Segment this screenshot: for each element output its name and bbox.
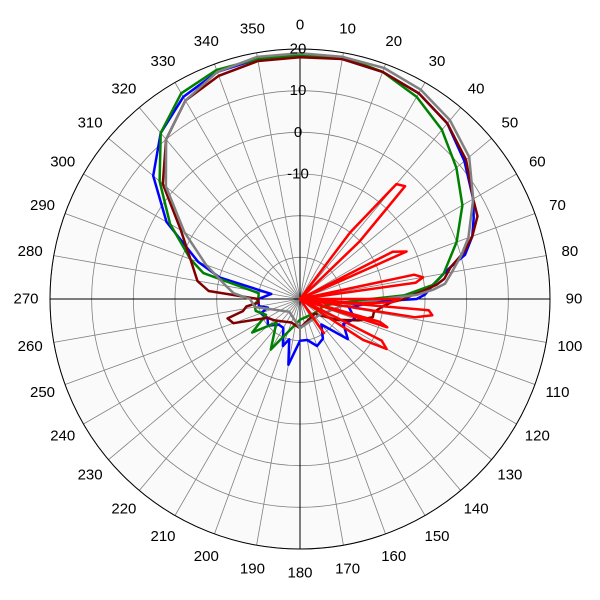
angular-tick-label: 330	[150, 53, 175, 70]
angular-tick-label: 80	[561, 243, 578, 260]
angular-gridline	[299, 298, 386, 535]
angular-gridline	[299, 107, 462, 300]
angular-tick-label: 10	[339, 21, 356, 38]
series-line-2	[158, 54, 464, 351]
angular-tick-label: 280	[18, 243, 43, 260]
angular-gridline	[214, 298, 301, 535]
angular-tick-label: 250	[30, 384, 55, 401]
angular-tick-label: 170	[335, 560, 360, 577]
angular-tick-label: 220	[111, 500, 136, 517]
angular-gridline	[299, 298, 536, 385]
angular-gridline	[256, 298, 301, 546]
angular-tick-label: 260	[18, 338, 43, 355]
radial-tick-label: 10	[290, 82, 307, 99]
angular-gridline	[214, 63, 301, 300]
angular-tick-label: 310	[78, 114, 103, 131]
radial-tick-label: 20	[290, 41, 307, 58]
series-line-5	[298, 182, 434, 351]
chart-series	[151, 51, 479, 366]
angular-gridline	[299, 52, 344, 300]
angular-gridline	[256, 52, 301, 300]
angular-tick-label: 130	[497, 467, 522, 484]
angular-gridline	[299, 173, 517, 300]
angular-tick-label: 210	[150, 528, 175, 545]
angular-tick-label: 340	[194, 33, 219, 50]
angular-tick-label: 100	[557, 338, 582, 355]
radial-tick-labels: -10 0 10 20	[287, 41, 309, 183]
angular-tick-label: 120	[525, 428, 550, 445]
angular-gridline	[83, 173, 301, 300]
radial-tick-label: 0	[294, 124, 302, 141]
angular-tick-label: 160	[381, 548, 406, 565]
angular-gridline	[108, 137, 301, 300]
angular-tick-label: 110	[546, 384, 570, 401]
angular-tick-label: 40	[468, 81, 485, 98]
angular-tick-label: 20	[385, 33, 402, 50]
angular-gridline	[299, 298, 492, 461]
angular-tick-label: 290	[30, 197, 55, 214]
angular-tick-label: 0	[296, 17, 304, 34]
angular-tick-label: 50	[502, 114, 519, 131]
angular-tick-label: 60	[529, 154, 546, 171]
angular-gridline	[64, 213, 301, 300]
angular-tick-label: 270	[13, 291, 38, 308]
angular-tick-label: 230	[78, 467, 103, 484]
angular-tick-label: 30	[429, 53, 446, 70]
angular-tick-label: 150	[424, 528, 449, 545]
angular-tick-label: 320	[111, 81, 136, 98]
angular-tick-label: 70	[549, 197, 566, 214]
angular-gridline	[174, 82, 301, 300]
series-line-4	[164, 51, 475, 330]
angular-gridline	[299, 137, 492, 300]
radial-tick-label: -10	[287, 166, 309, 183]
angular-tick-label: 200	[194, 548, 219, 565]
angular-tick-label: 190	[240, 560, 265, 577]
angular-gridline	[53, 255, 301, 300]
angular-tick-label: 300	[50, 154, 75, 171]
angular-gridline	[83, 298, 301, 425]
angular-tick-label: 140	[464, 500, 489, 517]
angular-gridline	[138, 298, 301, 491]
angular-gridline	[299, 298, 462, 491]
angular-gridline	[299, 63, 386, 300]
angular-tick-label: 350	[240, 21, 265, 38]
angular-gridline	[299, 82, 426, 300]
angular-tick-label: 90	[566, 291, 583, 308]
series-line-3	[161, 56, 479, 330]
angular-gridline	[174, 298, 301, 516]
angular-tick-label: 180	[287, 565, 312, 582]
angular-tick-label: 240	[50, 428, 75, 445]
angular-tick-labels: 0 102030405060708090100110120130140150160…	[13, 17, 582, 582]
angular-gridline	[299, 213, 536, 300]
angular-gridline	[299, 298, 426, 516]
